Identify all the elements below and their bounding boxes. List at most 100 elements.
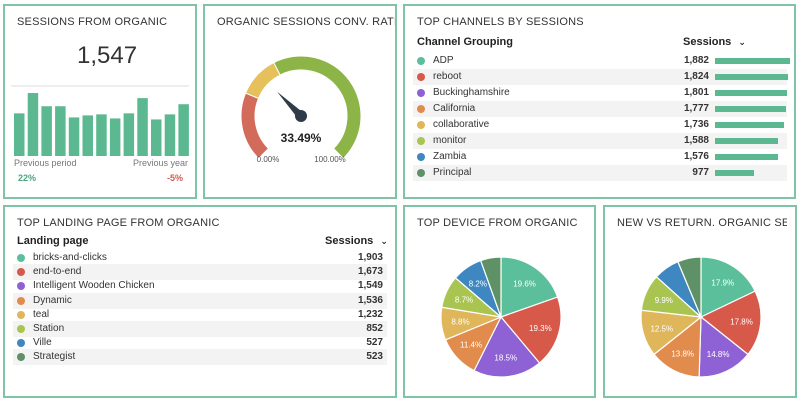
table-row[interactable]: ADP 1,882	[413, 53, 790, 69]
row-value: 1,824	[683, 71, 709, 82]
row-label: Principal	[433, 167, 472, 178]
pie-slice-label: 11.4%	[460, 341, 482, 350]
table-row[interactable]: Buckinghamshire 1,801	[413, 85, 787, 101]
gauge-band	[240, 92, 270, 160]
row-value: 1,882	[683, 55, 709, 66]
row-value: 1,549	[357, 280, 383, 292]
pie-slice[interactable]	[677, 256, 702, 318]
row-label: Intelligent Wooden Chicken	[33, 280, 155, 292]
sessions-sort-header[interactable]: Sessions ⌄	[325, 235, 388, 247]
row-label: reboot	[433, 71, 462, 82]
row-value: 1,232	[357, 308, 383, 320]
gauge-hub	[295, 110, 307, 122]
pie-slice[interactable]	[479, 256, 502, 318]
row-value: 1,903	[357, 252, 383, 263]
table-row[interactable]: Ville 527	[13, 335, 387, 351]
legend-dot	[417, 73, 425, 81]
table-row[interactable]: Principal 977	[413, 165, 787, 181]
session-bar	[715, 74, 788, 80]
row-value: 1,576	[683, 151, 709, 162]
channel-grouping-header: Channel Grouping	[417, 36, 513, 48]
row-label: ADP	[433, 55, 454, 66]
pie-slice[interactable]	[473, 315, 541, 378]
legend-dot	[417, 153, 425, 161]
legend-dot	[417, 57, 425, 65]
row-label: bricks-and-clicks	[33, 252, 107, 263]
table-row[interactable]: reboot 1,824	[413, 69, 788, 85]
sessions-bar	[14, 113, 25, 156]
table-row[interactable]: collaborative 1,736	[413, 117, 787, 133]
pie-slice-label: 14.8%	[707, 350, 730, 359]
pie-slice-label: 8.2%	[469, 279, 487, 288]
landing-page-header: Landing page	[17, 235, 89, 247]
sessions-bar	[41, 106, 52, 156]
session-bar	[715, 122, 785, 128]
legend-dot	[17, 353, 25, 362]
card-title: TOP CHANNELS BY SESSIONS	[417, 16, 584, 28]
legend-dot	[17, 268, 25, 277]
sessions-bar	[96, 114, 107, 156]
pie-slice-label: 13.8%	[671, 349, 694, 358]
pie-slice[interactable]	[698, 315, 749, 378]
session-bar	[715, 154, 778, 160]
pie-slice-label: 19.6%	[513, 280, 536, 289]
table-row[interactable]: end-to-end 1,673	[13, 264, 387, 281]
top-landing-card: TOP LANDING PAGE FROM ORGANIC Landing pa…	[3, 205, 397, 398]
table-row[interactable]: teal 1,232	[13, 307, 387, 323]
previous-period-change: 22%	[18, 173, 37, 183]
pie-slice-label: 12.5%	[650, 324, 673, 333]
legend-dot	[17, 282, 25, 291]
sessions-bar	[68, 117, 80, 156]
previous-year-change: -5%	[167, 173, 184, 183]
row-value: 1,736	[683, 119, 709, 130]
row-label: monitor	[433, 135, 467, 146]
session-bar	[715, 58, 790, 64]
row-value: 1,588	[683, 135, 709, 146]
sessions-sort-header[interactable]: Sessions ⌄	[683, 36, 746, 48]
pie-slice[interactable]	[699, 290, 762, 356]
pie-slice-label: 17.9%	[711, 278, 734, 287]
session-bar	[715, 90, 787, 96]
session-bar	[715, 170, 754, 176]
row-value: 1,673	[357, 266, 383, 278]
new-vs-return-pie: 17.9% 17.8% 14.8% 13.8% 12.5% 9.9%	[640, 256, 762, 378]
legend-dot	[417, 169, 425, 177]
row-value: 1,777	[683, 103, 709, 114]
previous-year-label: Previous year	[133, 158, 189, 168]
table-row[interactable]: California 1,777	[413, 101, 787, 117]
table-row[interactable]: Station 852	[13, 321, 387, 337]
table-row[interactable]: Intelligent Wooden Chicken 1,549	[13, 278, 387, 294]
gauge-band	[244, 61, 281, 100]
legend-dot	[417, 121, 425, 129]
sessions-bar	[151, 119, 162, 156]
row-label: Buckinghamshire	[433, 87, 510, 98]
pie-slice-label: 8.8%	[451, 318, 469, 327]
table-row[interactable]: Strategist 523	[13, 349, 387, 366]
legend-dot	[417, 137, 425, 145]
row-label: California	[433, 103, 476, 114]
sessions-bar-chart	[11, 85, 189, 156]
sort-header-label: Sessions	[683, 36, 732, 48]
legend-dot	[417, 89, 425, 97]
table-row[interactable]: bricks-and-clicks 1,903	[13, 250, 387, 266]
new-vs-return-card: NEW VS RETURN. ORGANIC SESSIONS 17.9%17.…	[603, 205, 797, 398]
top-device-card: TOP DEVICE FROM ORGANIC 19.6% 19.3% 18.5% 1…	[403, 205, 596, 398]
row-label: Station	[33, 323, 65, 334]
pie-slice-label: 17.8%	[730, 318, 753, 327]
sessions-bar	[164, 114, 176, 156]
table-row[interactable]: Dynamic 1,536	[13, 292, 387, 309]
card-title: SESSIONS FROM ORGANIC	[17, 16, 168, 28]
sessions-value: 1,547	[77, 42, 138, 69]
pie-slice[interactable]	[700, 256, 756, 318]
table-row[interactable]: monitor 1,588	[413, 133, 787, 149]
session-bar	[715, 106, 786, 112]
sessions-bar	[55, 106, 66, 156]
previous-period-label: Previous period	[14, 158, 77, 168]
row-value: 1,801	[683, 87, 709, 98]
table-row[interactable]: Zambia 1,576	[413, 149, 787, 165]
gauge-min: 0.00%	[257, 155, 280, 164]
pie-slice-label: 19.3%	[529, 324, 552, 333]
pie-slice[interactable]	[653, 315, 702, 378]
pie-slice[interactable]	[499, 296, 562, 364]
row-label: collaborative	[433, 119, 490, 130]
